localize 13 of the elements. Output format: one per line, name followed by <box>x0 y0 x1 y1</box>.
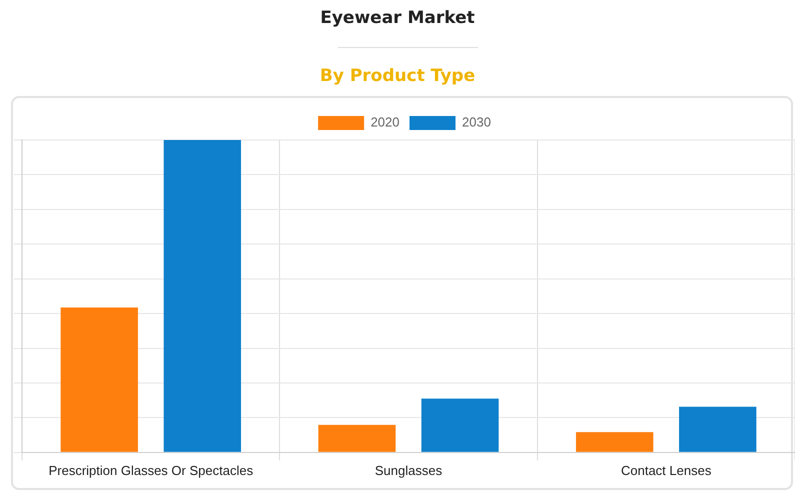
bar <box>576 432 654 452</box>
bar <box>60 307 138 452</box>
legend-label: 2030 <box>462 114 491 130</box>
x-tick-label: Sunglasses <box>374 462 443 478</box>
legend-label: 2020 <box>370 114 400 130</box>
bar <box>164 140 242 452</box>
chart-subtitle: By Product Type <box>318 66 476 86</box>
x-tick-label: Prescription Glasses Or Spectacles <box>48 462 254 478</box>
x-tick-label: Contact Lenses <box>620 462 712 478</box>
chart-title: Eyewear Market <box>319 8 476 28</box>
bar <box>679 406 756 452</box>
bar <box>421 398 499 452</box>
bar <box>318 424 396 452</box>
